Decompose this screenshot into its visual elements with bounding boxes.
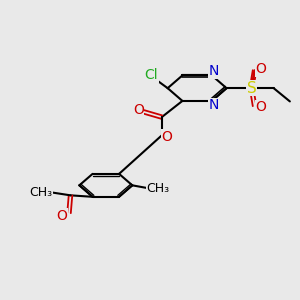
Text: O: O [56, 209, 67, 223]
Text: CH₃: CH₃ [146, 182, 170, 195]
Text: N: N [209, 98, 219, 112]
Text: CH₃: CH₃ [29, 186, 52, 199]
Text: O: O [256, 62, 266, 76]
Text: Cl: Cl [145, 68, 158, 82]
Text: O: O [256, 100, 266, 114]
Text: N: N [209, 64, 219, 78]
Text: O: O [162, 130, 172, 144]
Text: O: O [133, 103, 144, 117]
Text: S: S [247, 81, 256, 96]
